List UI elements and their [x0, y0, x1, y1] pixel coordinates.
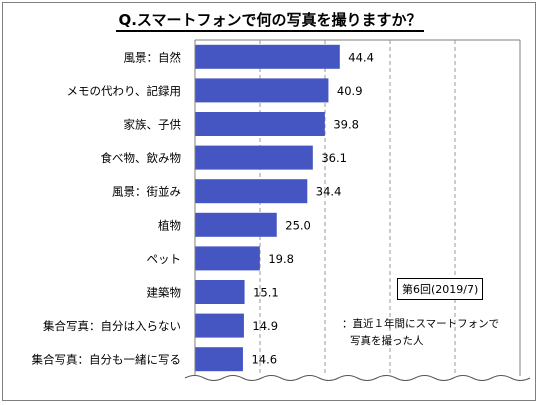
category-label-3: 食べ物、飲み物 — [101, 151, 182, 165]
category-label-7: 建築物 — [147, 286, 182, 300]
category-label-5: 植物 — [158, 218, 181, 232]
category-label-2: 家族、子供 — [124, 118, 182, 132]
bar-8 — [195, 313, 244, 338]
value-label-7: 15.1 — [253, 286, 279, 300]
value-label-3: 36.1 — [321, 151, 347, 165]
bar-6 — [195, 246, 260, 271]
category-label-6: ペット — [147, 252, 182, 266]
bar-7 — [195, 280, 245, 304]
value-label-4: 34.4 — [316, 185, 342, 199]
category-label-0: 風景：自然 — [124, 50, 182, 64]
value-label-8: 14.9 — [252, 319, 278, 333]
footnote: ：直近１年間にスマートフォンで 写真を撮った人 — [342, 316, 499, 350]
bar-2 — [195, 112, 325, 136]
bar-0 — [195, 44, 340, 69]
footnote-line-1: ：直近１年間にスマートフォンで — [342, 318, 500, 330]
value-label-1: 40.9 — [337, 84, 363, 98]
survey-label: 第6回(2019/7) — [397, 278, 484, 300]
value-label-9: 14.6 — [251, 353, 277, 367]
value-label-6: 19.8 — [268, 252, 294, 266]
chart-title-text: Q.スマートフォンで何の写真を撮りますか？ — [116, 11, 424, 32]
category-label-8: 集合写真：自分は入らない — [43, 319, 181, 333]
category-label-9: 集合写真：自分も一緒に写る — [32, 353, 182, 367]
bar-9 — [195, 347, 243, 372]
bar-3 — [195, 145, 313, 170]
category-label-1: メモの代わり、記録用 — [66, 84, 181, 98]
category-label-4: 風景：街並み — [112, 185, 181, 199]
footnote-line-2: 写真を撮った人 — [350, 335, 424, 347]
chart-frame — [2, 2, 536, 401]
bar-4 — [195, 179, 308, 204]
value-label-2: 39.8 — [333, 118, 359, 132]
axis-break-line — [184, 375, 531, 381]
chart-title: Q.スマートフォンで何の写真を撮りますか？ — [0, 9, 540, 32]
value-label-0: 44.4 — [348, 50, 374, 64]
value-label-5: 25.0 — [285, 218, 311, 232]
bar-1 — [195, 78, 329, 103]
bar-5 — [195, 212, 277, 237]
